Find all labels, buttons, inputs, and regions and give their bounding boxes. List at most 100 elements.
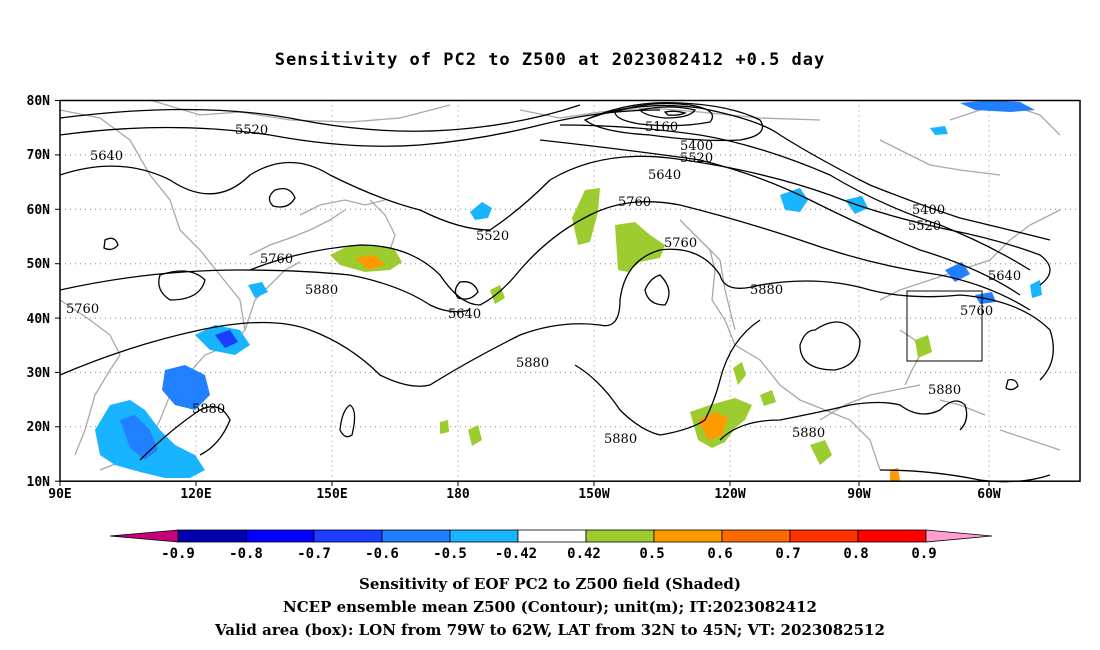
lat-label: 10N (27, 475, 51, 490)
contour-labels: 5520 5640 5160 5400 5520 5640 5760 5520 … (66, 120, 1021, 447)
positive-sensitivity-region (615, 222, 665, 272)
positive-sensitivity-region (760, 390, 776, 406)
lat-label: 60N (27, 203, 51, 218)
contour-label: 5640 (90, 149, 123, 164)
negative-sensitivity-region (215, 330, 238, 348)
lat-label: 50N (27, 257, 51, 272)
contour-label: 5640 (448, 307, 481, 322)
contour-label: 5880 (192, 402, 225, 417)
contour-label: 5520 (908, 219, 941, 234)
colorbar-swatch (789, 529, 859, 543)
z500-contours (59, 101, 1054, 483)
colorbar-label: 0.7 (775, 546, 800, 562)
negative-sensitivity-region (780, 188, 808, 212)
colorbar-label: 0.5 (639, 546, 664, 562)
lon-label: 150E (316, 487, 347, 502)
contour-label: 5520 (476, 229, 509, 244)
colorbar-low-end (109, 529, 179, 543)
contour-label: 5640 (648, 168, 681, 183)
map-title: Sensitivity of PC2 to Z500 at 2023082412… (274, 50, 826, 70)
contour-label: 5880 (928, 383, 961, 398)
caption-valid-area: Valid area (box): LON from 79W to 62W, L… (215, 621, 885, 639)
lat-label: 30N (27, 366, 51, 381)
lat-labels: 80N 70N 60N 50N 40N 30N 20N 10N (27, 94, 51, 490)
negative-sensitivity-region (1030, 280, 1042, 298)
positive-sensitivity-region (915, 335, 932, 358)
colorbar-swatch (245, 529, 315, 543)
colorbar-label: -0.8 (229, 546, 263, 562)
colorbar-swatch (449, 529, 519, 543)
positive-sensitivity-region (810, 440, 832, 465)
contour-label: 5760 (618, 195, 651, 210)
colorbar-label: 0.6 (707, 546, 732, 562)
colorbar-label: -0.42 (495, 546, 537, 562)
lat-label: 20N (27, 420, 51, 435)
positive-sensitivity-region (355, 255, 385, 270)
lon-labels: 90E 120E 150E 180 150W 120W 90W 60W (48, 487, 1001, 502)
colorbar-label: -0.7 (297, 546, 331, 562)
colorbar-swatch (721, 529, 791, 543)
contour-label: 5760 (664, 236, 697, 251)
colorbar-label: -0.5 (433, 546, 467, 562)
valid-area-box (906, 290, 983, 362)
contour-label: 5880 (516, 356, 549, 371)
lon-gridlines (195, 100, 990, 482)
colorbar-swatch (585, 529, 655, 543)
colorbar-label: -0.6 (365, 546, 399, 562)
caption-shading: Sensitivity of EOF PC2 to Z500 field (Sh… (359, 575, 741, 593)
positive-sensitivity-region (733, 362, 746, 385)
coastlines (59, 99, 1061, 471)
lat-label: 40N (27, 312, 51, 327)
colorbar-label: 0.9 (911, 546, 936, 562)
contour-label: 5640 (988, 269, 1021, 284)
contour-label: 5760 (66, 302, 99, 317)
lon-label: 120E (180, 487, 211, 502)
colorbar-swatch (381, 529, 451, 543)
positive-sensitivity-region (890, 468, 900, 481)
contour-label: 5520 (680, 151, 713, 166)
lon-label: 180 (446, 487, 470, 502)
contour-label: 5880 (792, 426, 825, 441)
contour-label: 5760 (260, 252, 293, 267)
positive-sensitivity-region (490, 285, 505, 304)
colorbar (109, 529, 993, 543)
lon-label: 120W (714, 487, 745, 502)
colorbar-high-end (925, 529, 993, 543)
caption-contour: NCEP ensemble mean Z500 (Contour); unit(… (283, 598, 817, 616)
colorbar-swatch (313, 529, 383, 543)
contour-label: 5880 (750, 283, 783, 298)
negative-sensitivity-region (248, 282, 268, 298)
colorbar-labels: -0.9 -0.8 -0.7 -0.6 -0.5 -0.42 0.42 0.5 … (161, 546, 937, 562)
negative-sensitivity-region (162, 365, 210, 410)
contour-label: 5880 (604, 432, 637, 447)
lon-label: 90W (847, 487, 871, 502)
map-frame (59, 99, 1081, 482)
contour-label: 5160 (645, 120, 678, 135)
lon-label: 90E (48, 487, 71, 502)
positive-sensitivity-region (468, 425, 482, 446)
colorbar-label: 0.8 (843, 546, 868, 562)
lat-label: 80N (27, 94, 51, 109)
colorbar-label: -0.9 (161, 546, 195, 562)
colorbar-swatch (177, 529, 247, 543)
negative-sensitivity-region (470, 202, 492, 220)
colorbar-swatch (653, 529, 723, 543)
lat-gridlines (60, 154, 1080, 428)
lon-label: 60W (977, 487, 1001, 502)
colorbar-swatch (857, 529, 927, 543)
negative-sensitivity-region (960, 100, 1035, 112)
positive-sensitivity-region (440, 420, 449, 434)
axis-ticks (55, 100, 990, 486)
lat-label: 70N (27, 148, 51, 163)
colorbar-label: 0.42 (567, 546, 601, 562)
negative-sensitivity-region (120, 415, 158, 460)
contour-label: 5880 (305, 283, 338, 298)
contour-label: 5400 (680, 139, 713, 154)
contour-label: 5520 (235, 123, 268, 138)
contour-label: 5400 (912, 203, 945, 218)
contour-label: 5760 (960, 304, 993, 319)
negative-sensitivity-region (930, 126, 948, 135)
colorbar-swatch (517, 529, 587, 543)
lon-label: 150W (578, 487, 609, 502)
